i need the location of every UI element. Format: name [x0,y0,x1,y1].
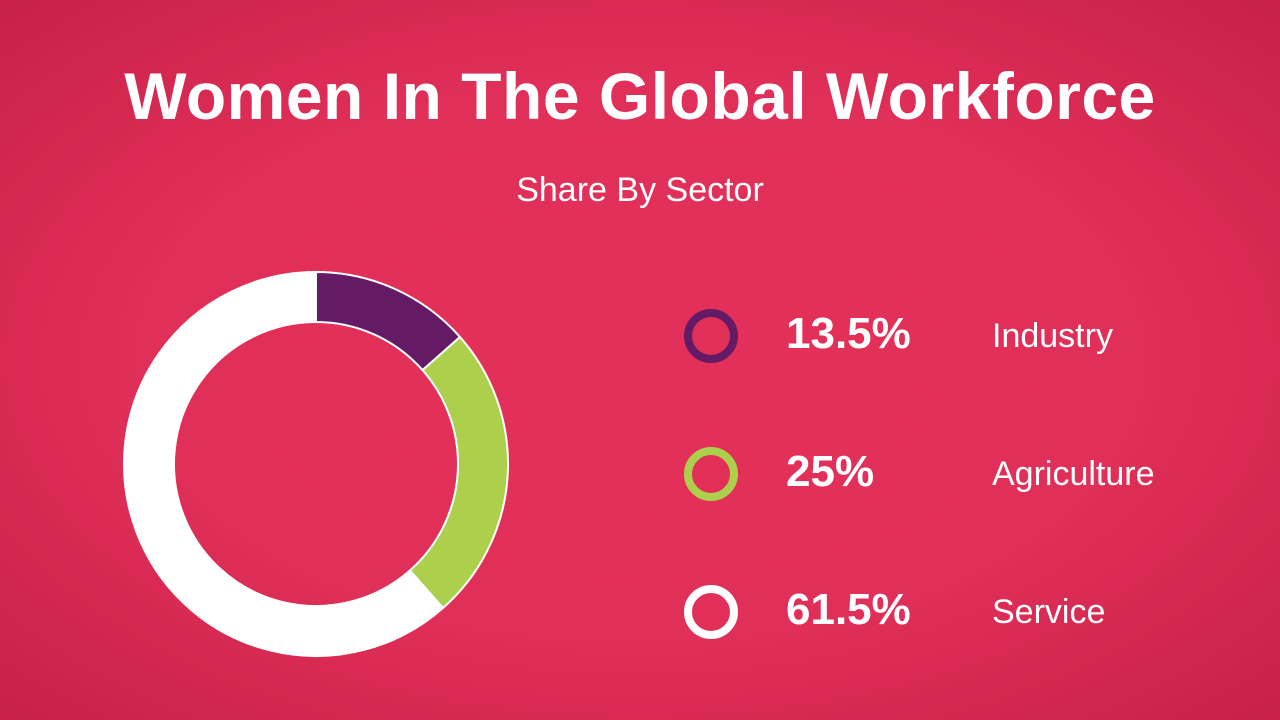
legend-item-agriculture: 25% Agriculture [684,444,1244,504]
legend-item-service: 61.5% Service [684,582,1244,642]
legend-marker-service [684,585,738,639]
chart-title: Women In The Global Workforce [124,59,1156,133]
legend-item-industry: 13.5% Industry [684,306,1244,366]
legend-value-industry: 13.5% [786,309,911,358]
legend-value-agriculture: 25% [786,447,875,496]
chart-subtitle: Share By Sector [516,171,764,209]
legend-marker-agriculture [684,447,738,501]
legend-label-agriculture: Agriculture [992,455,1155,493]
donut-slice-service [123,271,444,657]
legend-value-service: 61.5% [786,585,911,634]
legend-label-service: Service [992,593,1106,631]
legend-marker-industry [684,309,738,363]
legend-label-industry: Industry [992,317,1113,355]
